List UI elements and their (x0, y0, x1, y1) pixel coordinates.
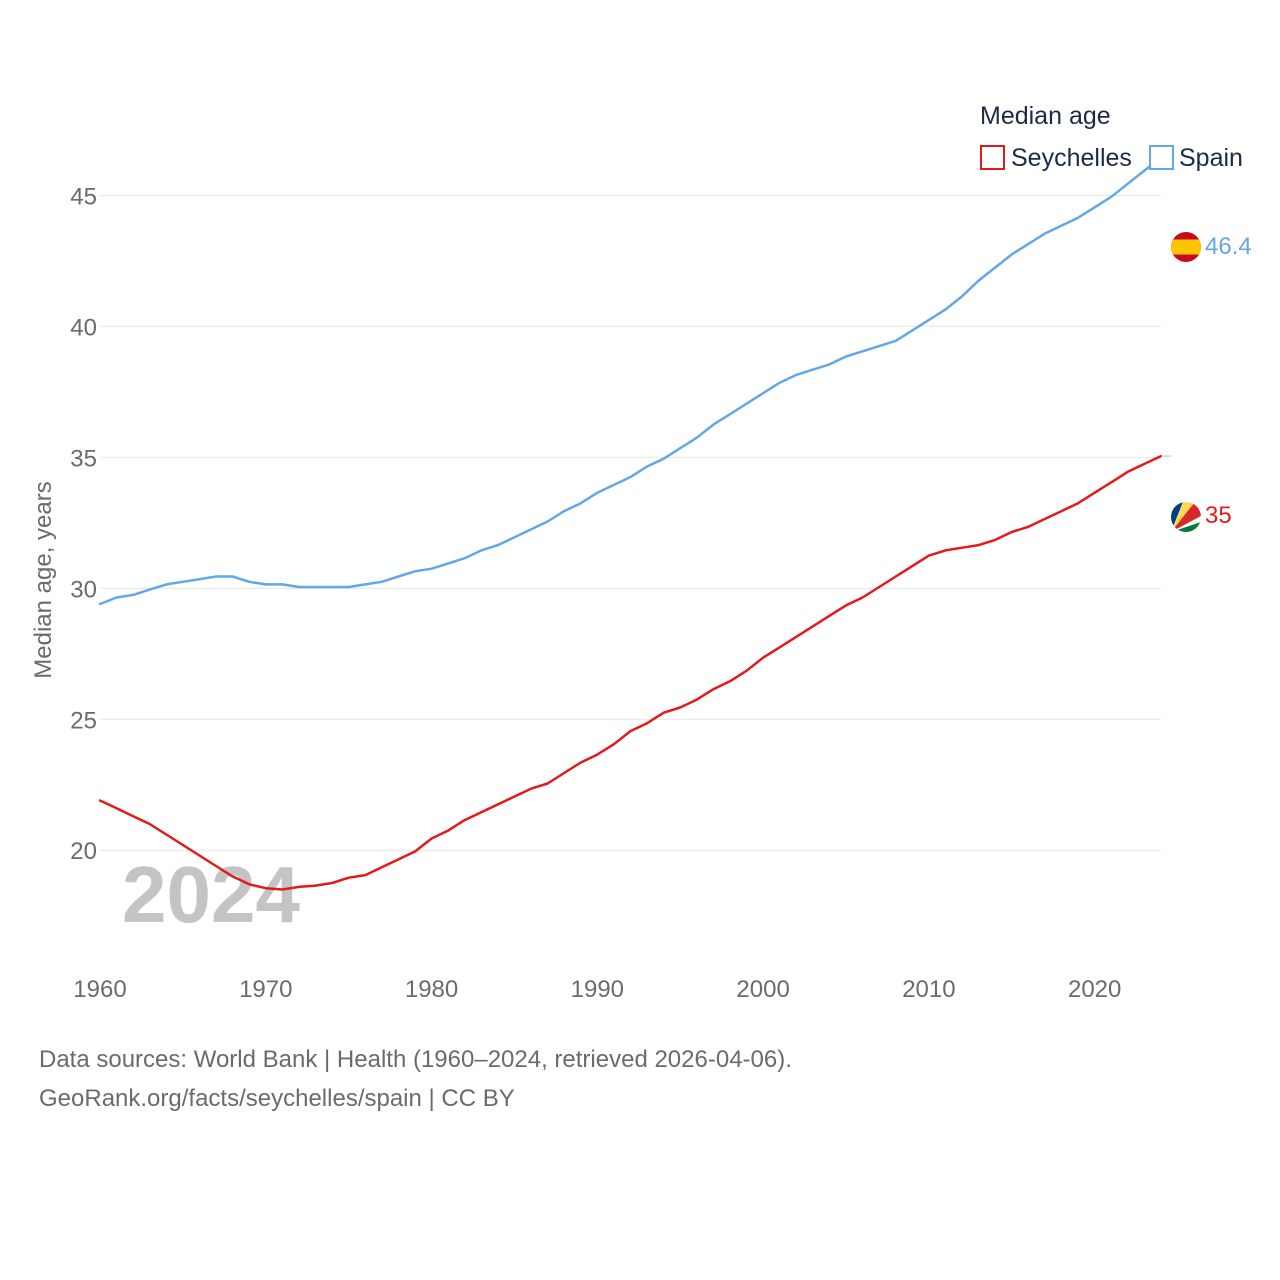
legend-swatch-spain (1149, 145, 1174, 170)
legend-label-seychelles: Seychelles (1011, 144, 1132, 172)
x-tick-label-1990: 1990 (571, 976, 624, 1003)
x-tick-label-2020: 2020 (1068, 976, 1121, 1003)
current-year-watermark: 2024 (122, 850, 300, 939)
y-tick-label-25: 25 (70, 707, 97, 734)
series-line-seychelles (98, 454, 1163, 891)
y-axis-ticks: 20 25 30 35 40 45 (70, 183, 97, 865)
legend-item-seychelles[interactable]: Seychelles (980, 144, 1132, 172)
legend-swatch-seychelles (980, 145, 1005, 170)
chart-footer: Data sources: World Bank | Health (1960–… (39, 1040, 792, 1118)
legend-item-spain[interactable]: Spain (1149, 144, 1243, 172)
x-tick-label-1970: 1970 (239, 976, 292, 1003)
gridlines (100, 194, 1161, 851)
y-tick-label-45: 45 (70, 183, 97, 210)
legend-label-spain: Spain (1179, 144, 1243, 172)
source-link[interactable]: GeoRank.org/facts/seychelles/spain | CC … (39, 1085, 515, 1112)
x-tick-label-1980: 1980 (405, 976, 458, 1003)
y-tick-label-40: 40 (70, 314, 97, 341)
y-tick-label-35: 35 (70, 445, 97, 472)
x-axis-ticks: 1960 1970 1980 1990 2000 2010 2020 (73, 976, 1121, 1003)
end-label-seychelles: 35 (1205, 502, 1232, 529)
series-lines (98, 156, 1171, 891)
x-tick-label-2010: 2010 (902, 976, 955, 1003)
seychelles-flag-icon (1171, 502, 1201, 532)
series-line-spain (98, 156, 1163, 606)
y-tick-label-30: 30 (70, 576, 97, 603)
x-tick-label-1960: 1960 (73, 976, 126, 1003)
end-label-spain: 46.4 (1205, 233, 1252, 260)
data-sources-note: Data sources: World Bank | Health (1960–… (39, 1046, 792, 1073)
spain-flag-icon (1171, 232, 1201, 262)
x-tick-label-2000: 2000 (736, 976, 789, 1003)
y-tick-label-20: 20 (70, 838, 97, 865)
y-axis-title: Median age, years (30, 481, 57, 678)
legend-title: Median age (980, 102, 1111, 130)
legend[interactable]: Median age Seychelles Spain (980, 102, 1243, 172)
